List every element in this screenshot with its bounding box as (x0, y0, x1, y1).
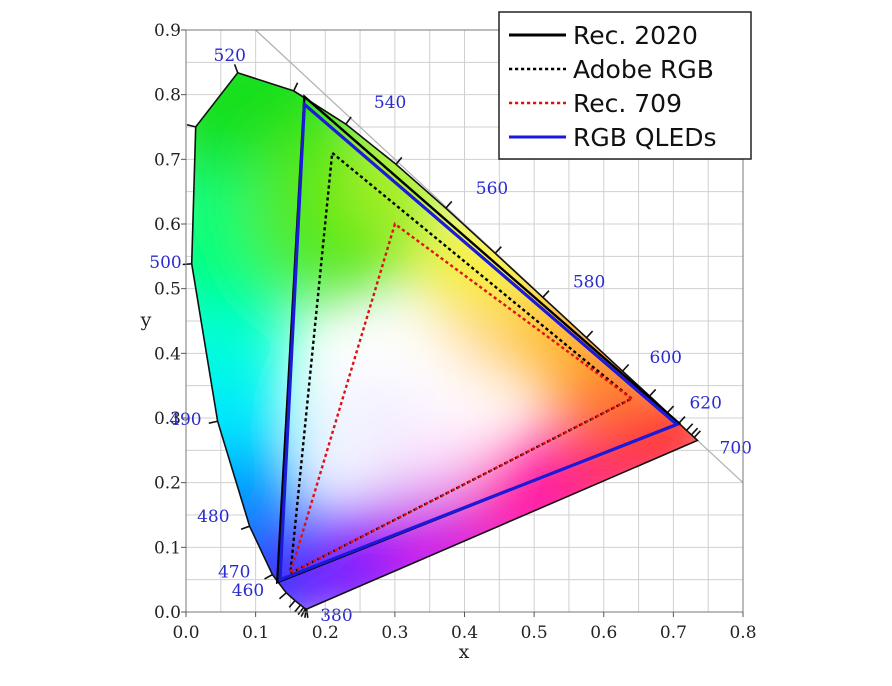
wavelength-label: 500 (149, 253, 181, 273)
legend: Rec. 2020 Adobe RGB Rec. 709 RGB QLEDs (498, 11, 752, 160)
y-tick-label: 0.8 (154, 86, 181, 106)
locus-tick (233, 64, 239, 74)
wavelength-ticks (182, 64, 701, 618)
wavelength-label: 490 (169, 410, 201, 430)
locus-tick (294, 604, 302, 613)
series-rgb-qleds (278, 101, 680, 583)
y-tick-label: 0.1 (154, 538, 181, 558)
y-axis-ticks: 0.0 0.1 0.2 0.3 0.4 0.5 0.6 0.7 0.8 0.9 (154, 21, 186, 623)
x-tick-label: 0.6 (590, 623, 617, 643)
x-tick-label: 0.8 (729, 623, 756, 643)
y-tick-label: 0.4 (154, 344, 181, 364)
locus-tick (182, 263, 192, 266)
locus-tick (292, 82, 299, 92)
y-tick-label: 0.0 (154, 603, 181, 623)
wavelength-label: 470 (218, 563, 250, 583)
locus-tick (678, 416, 686, 424)
y-tick-label: 0.7 (154, 150, 181, 170)
y-tick-label: 0.9 (154, 21, 181, 41)
x-tick-label: 0.3 (381, 623, 408, 643)
wavelength-label: 380 (320, 606, 352, 626)
locus-tick (445, 200, 453, 209)
x-tick-label: 0.5 (521, 623, 548, 643)
gamut-triangles (275, 94, 682, 585)
locus-tick (208, 420, 218, 424)
locus-tick (585, 330, 594, 339)
locus-tick (288, 600, 296, 608)
x-axis-title: x (459, 641, 470, 663)
locus-tick (686, 423, 694, 431)
wavelength-label: 560 (476, 179, 508, 199)
wavelength-label: 580 (573, 272, 605, 292)
y-tick-label: 0.3 (154, 409, 181, 429)
locus-tick (278, 592, 287, 600)
wavelength-label: 480 (197, 507, 229, 527)
y-tick-label: 0.6 (154, 215, 181, 235)
locus-tick (300, 608, 307, 618)
locus-tick (264, 573, 273, 580)
wavelength-label: 540 (374, 93, 406, 113)
legend-label: RGB QLEDs (573, 123, 717, 152)
x-tick-label: 0.7 (660, 623, 687, 643)
locus-tick (690, 427, 699, 436)
wavelength-label: 700 (720, 438, 752, 458)
locus-tick (494, 246, 502, 254)
x-tick-label: 0.1 (242, 623, 269, 643)
wavelength-label: 460 (232, 581, 264, 601)
series-adobe-rgb (288, 150, 634, 576)
legend-label: Rec. 709 (573, 89, 682, 118)
series-rec-709 (288, 222, 634, 576)
locus-tick (693, 430, 701, 438)
locus-tick (240, 525, 250, 530)
legend-label: Rec. 2020 (573, 21, 698, 50)
wavelength-label: 620 (689, 394, 721, 414)
x-axis-ticks: 0.0 0.1 0.2 0.3 0.4 0.5 0.6 0.7 0.8 (172, 612, 757, 643)
locus-tick (345, 116, 352, 125)
locus-tick (186, 123, 196, 128)
locus-tick (542, 290, 550, 298)
x-tick-label: 0.2 (312, 623, 339, 643)
y-tick-label: 0.2 (154, 474, 181, 494)
locus-tick (297, 607, 305, 616)
locus-tick (666, 405, 675, 414)
locus-tick (305, 608, 309, 618)
wavelength-label: 600 (650, 348, 682, 368)
locus-tick (395, 156, 403, 165)
fill-blob (396, 410, 477, 491)
x-tick-label: 0.0 (172, 623, 199, 643)
locus-tick (304, 608, 307, 618)
locus-tick (621, 363, 630, 372)
locus-tick (648, 388, 657, 397)
y-tick-label: 0.5 (154, 280, 181, 300)
wavelength-label: 520 (214, 46, 246, 66)
y-axis-title: y (140, 309, 152, 331)
legend-label: Adobe RGB (573, 55, 714, 84)
x-tick-label: 0.4 (451, 623, 478, 643)
